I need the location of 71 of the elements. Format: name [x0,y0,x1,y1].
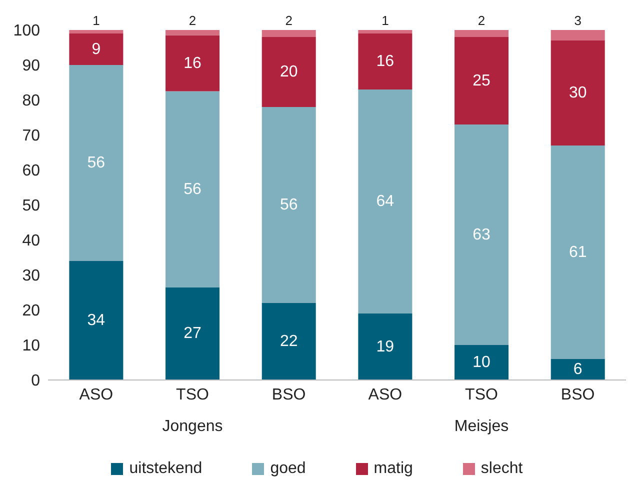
y-tick-label: 70 [22,128,40,145]
data-label: 25 [472,72,491,90]
bar [550,359,605,380]
bar [550,30,605,40]
data-label: 16 [376,53,394,70]
x-tick-label: TSO [465,386,498,404]
data-label: 63 [472,226,491,244]
bar [262,37,316,107]
y-tick-label: 30 [22,268,40,285]
bar [69,261,124,380]
data-label: 2 [478,13,486,28]
data-label: 1 [92,13,100,28]
data-label: 2 [285,13,292,28]
bar [358,314,412,380]
bar [550,40,605,146]
data-label: 3 [574,13,582,28]
y-tick-label: 0 [31,372,40,390]
data-label: 30 [568,84,587,102]
data-label: 22 [280,333,298,350]
y-tick-label: 60 [22,162,40,180]
legend-label: matig [374,460,413,478]
data-label: 19 [376,338,394,356]
x-tick-label: BSO [560,386,595,404]
y-tick-label: 40 [22,232,40,250]
data-label: 27 [184,325,202,342]
data-label: 61 [568,244,587,261]
data-label: 2 [188,13,196,28]
text: Meisjes [453,418,510,436]
x-tick-label: ASO [79,386,114,404]
bar [454,37,509,124]
data-label: 10 [472,354,491,371]
bar [262,107,316,303]
data-label: 1 [382,13,389,28]
y-tick-label: 100 [13,22,40,40]
bar [454,30,509,37]
legend-label: uitstekend [129,460,202,478]
bar [358,34,412,90]
data-label: 6 [573,361,582,378]
y-tick-label: 90 [22,58,40,75]
text: Jongens [161,418,224,436]
data-label: 64 [376,193,394,210]
y-tick-label: 50 [22,198,40,215]
y-tick-label: 10 [22,338,40,355]
x-tick-label: BSO [272,386,306,404]
x-tick-label: ASO [368,386,402,404]
data-label: 20 [280,64,298,80]
bar [262,30,316,37]
y-tick-label: 20 [22,302,40,320]
data-label: 9 [92,40,101,58]
bar [454,124,509,345]
data-label: 56 [184,180,202,198]
bar [454,345,509,380]
legend-label: goed [270,460,306,478]
bar [166,35,220,92]
x-tick-label: TSO [176,386,209,404]
bar [69,30,124,34]
bar [166,30,220,36]
data-label: 56 [87,154,106,172]
bar [358,90,412,314]
data-label: 56 [280,196,298,214]
bar [550,146,605,359]
data-label: 34 [87,312,106,329]
data-label: 16 [184,54,202,72]
bar [69,65,124,261]
y-tick-label: 80 [22,92,40,110]
bar [69,34,124,65]
bar [166,91,220,288]
legend-label: slecht [480,460,523,478]
bar [166,287,220,380]
bar [262,303,316,380]
bar [358,30,412,34]
